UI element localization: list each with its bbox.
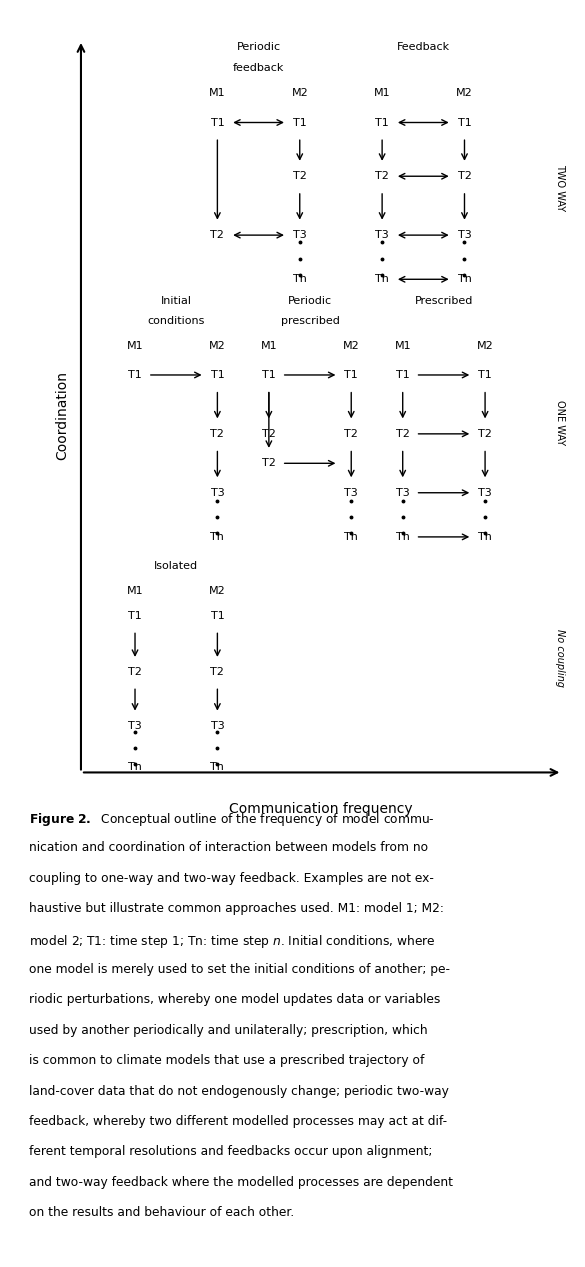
Text: T3: T3 [375,231,389,241]
Text: Communication frequency: Communication frequency [229,802,412,816]
Text: T3: T3 [478,488,492,498]
Text: and two-way feedback where the modelled processes are dependent: and two-way feedback where the modelled … [29,1176,453,1188]
Text: coupling to one-way and two-way feedback. Examples are not ex-: coupling to one-way and two-way feedback… [29,872,434,884]
Text: $\mathbf{Figure\ 2.}$  Conceptual outline of the frequency of model commu-: $\mathbf{Figure\ 2.}$ Conceptual outline… [29,811,435,827]
Text: Tn: Tn [128,763,142,773]
Text: land-cover data that do not endogenously change; periodic two-way: land-cover data that do not endogenously… [29,1085,449,1097]
Text: T1: T1 [293,118,307,128]
Text: ONE WAY: ONE WAY [555,400,565,446]
Text: Coordination: Coordination [55,371,69,460]
Text: M2: M2 [209,341,226,351]
Text: used by another periodically and unilaterally; prescription, which: used by another periodically and unilate… [29,1024,428,1036]
Text: T2: T2 [211,666,224,677]
Text: T3: T3 [396,488,409,498]
Text: M1: M1 [209,89,226,98]
Text: Feedback: Feedback [397,42,450,52]
Text: prescribed: prescribed [281,317,339,326]
Text: M1: M1 [394,341,411,351]
Text: Tn: Tn [293,274,307,284]
Text: ferent temporal resolutions and feedbacks occur upon alignment;: ferent temporal resolutions and feedback… [29,1145,433,1158]
Text: T1: T1 [375,118,389,128]
Text: Tn: Tn [457,274,472,284]
Text: haustive but illustrate common approaches used. M1: model 1; M2:: haustive but illustrate common approache… [29,902,444,915]
Text: M2: M2 [343,341,360,351]
Text: Tn: Tn [396,532,409,542]
Text: T3: T3 [128,721,142,731]
Text: riodic perturbations, whereby one model updates data or variables: riodic perturbations, whereby one model … [29,993,441,1006]
Text: T3: T3 [457,231,472,241]
Text: feedback: feedback [233,63,284,73]
Text: Periodic: Periodic [236,42,281,52]
Text: T2: T2 [345,428,358,438]
Text: T1: T1 [211,611,224,621]
Text: M2: M2 [291,89,308,98]
Text: Tn: Tn [211,763,224,773]
Text: M1: M1 [374,89,390,98]
Text: T2: T2 [396,428,409,438]
Text: on the results and behaviour of each other.: on the results and behaviour of each oth… [29,1206,294,1219]
Text: M1: M1 [260,341,277,351]
Text: M2: M2 [477,341,494,351]
Text: model 2; T1: time step 1; Tn: time step $n$. Initial conditions, where: model 2; T1: time step 1; Tn: time step … [29,933,436,949]
Text: is common to climate models that use a prescribed trajectory of: is common to climate models that use a p… [29,1054,425,1067]
Text: T1: T1 [396,370,409,380]
Text: T2: T2 [262,428,276,438]
Text: nication and coordination of interaction between models from no: nication and coordination of interaction… [29,841,428,854]
Text: T1: T1 [211,370,224,380]
Text: Initial: Initial [161,296,192,307]
Text: T1: T1 [478,370,492,380]
Text: Prescribed: Prescribed [415,296,473,307]
Text: M1: M1 [127,341,143,351]
Text: T3: T3 [293,231,307,241]
Text: Tn: Tn [478,532,492,542]
Text: conditions: conditions [147,317,205,326]
Text: T2: T2 [293,171,307,181]
Text: T1: T1 [128,370,142,380]
Text: M2: M2 [209,585,226,595]
Text: T1: T1 [345,370,358,380]
Text: T1: T1 [211,118,224,128]
Text: M2: M2 [456,89,473,98]
Text: Isolated: Isolated [154,561,198,571]
Text: T1: T1 [128,611,142,621]
Text: T1: T1 [262,370,276,380]
Text: T2: T2 [262,459,276,469]
Text: T3: T3 [211,488,224,498]
Text: T2: T2 [211,231,224,241]
Text: T2: T2 [128,666,142,677]
Text: Tn: Tn [211,532,224,542]
Text: T3: T3 [345,488,358,498]
Text: M1: M1 [127,585,143,595]
Text: T2: T2 [478,428,492,438]
Text: T2: T2 [211,428,224,438]
Text: Tn: Tn [345,532,358,542]
Text: T1: T1 [457,118,472,128]
Text: Periodic: Periodic [288,296,332,307]
Text: TWO WAY: TWO WAY [555,163,565,210]
Text: T2: T2 [457,171,472,181]
Text: No coupling: No coupling [555,630,565,688]
Text: Tn: Tn [375,274,389,284]
Text: T3: T3 [211,721,224,731]
Text: feedback, whereby two different modelled processes may act at dif-: feedback, whereby two different modelled… [29,1115,448,1128]
Text: one model is merely used to set the initial conditions of another; pe-: one model is merely used to set the init… [29,963,450,976]
Text: T2: T2 [375,171,389,181]
